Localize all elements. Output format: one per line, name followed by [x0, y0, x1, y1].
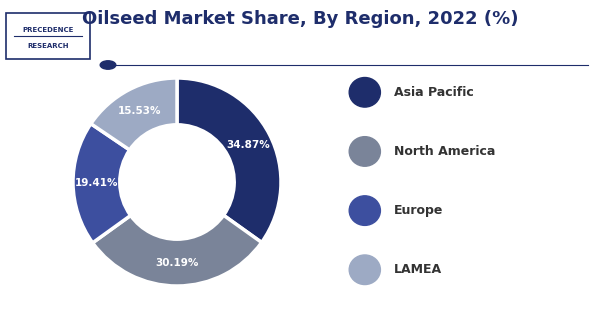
- Text: RESEARCH: RESEARCH: [27, 43, 69, 49]
- Text: 19.41%: 19.41%: [74, 178, 118, 188]
- Text: LAMEA: LAMEA: [394, 263, 442, 276]
- Text: Oilseed Market Share, By Region, 2022 (%): Oilseed Market Share, By Region, 2022 (%…: [82, 10, 518, 28]
- Text: PRECEDENCE: PRECEDENCE: [22, 27, 74, 33]
- Wedge shape: [177, 78, 281, 242]
- Wedge shape: [92, 215, 262, 286]
- Circle shape: [349, 136, 380, 166]
- Point: [11, 34, 18, 38]
- Point: [78, 34, 85, 38]
- Text: 34.87%: 34.87%: [227, 140, 271, 150]
- Wedge shape: [91, 78, 177, 150]
- Circle shape: [349, 78, 380, 107]
- Circle shape: [349, 255, 380, 285]
- Text: North America: North America: [394, 145, 495, 158]
- Text: 15.53%: 15.53%: [118, 106, 161, 116]
- Circle shape: [349, 196, 380, 226]
- Text: 30.19%: 30.19%: [155, 258, 199, 267]
- Wedge shape: [73, 124, 131, 243]
- Text: Asia Pacific: Asia Pacific: [394, 86, 473, 99]
- Text: Europe: Europe: [394, 204, 443, 217]
